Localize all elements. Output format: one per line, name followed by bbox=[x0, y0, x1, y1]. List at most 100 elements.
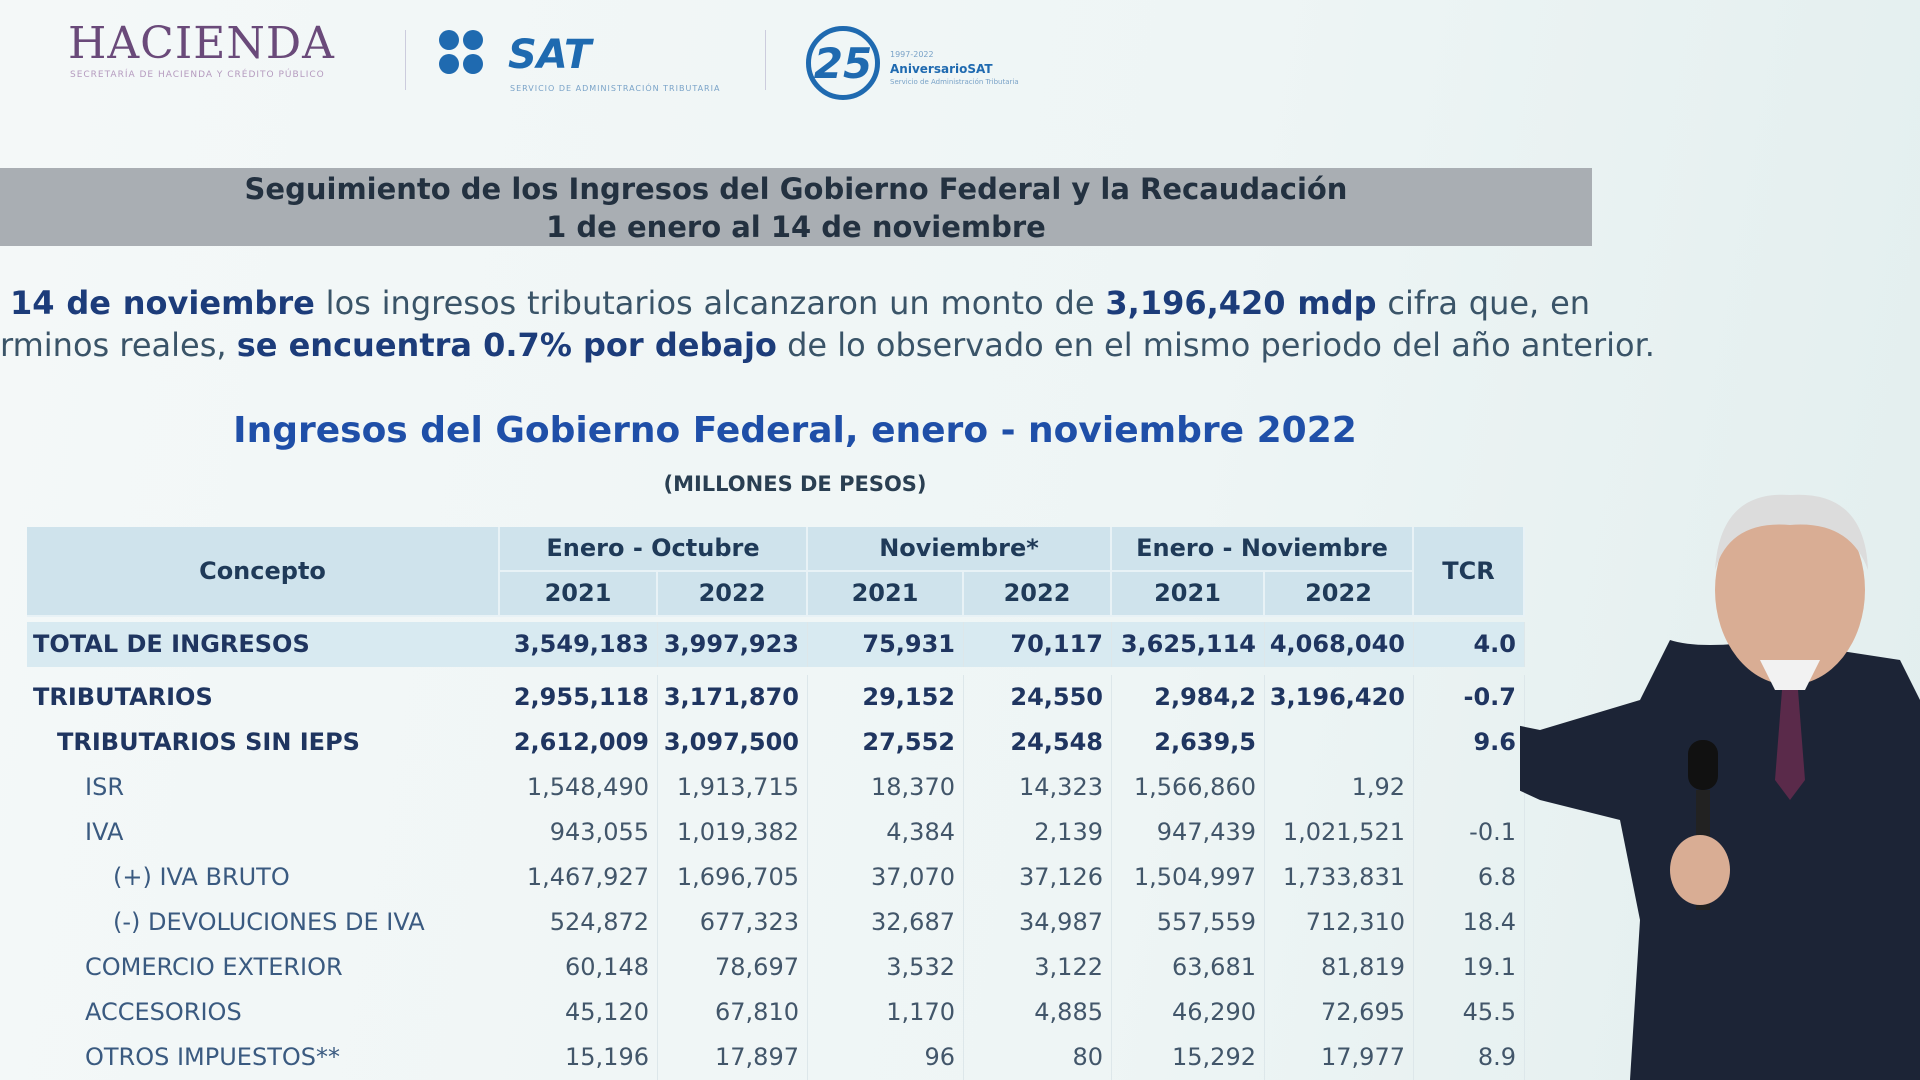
table-cell: 524,872 bbox=[500, 900, 658, 945]
table-cell: 3,122 bbox=[964, 945, 1112, 990]
anniversary-subtitle: Servicio de Administración Tributaria bbox=[890, 78, 1019, 86]
table-cell: 3,549,183 bbox=[500, 622, 658, 667]
table-cell: 3,171,870 bbox=[658, 675, 808, 720]
table-cell: 677,323 bbox=[658, 900, 808, 945]
row-label: TOTAL DE INGRESOS bbox=[27, 622, 500, 667]
table-cell: 19.1 bbox=[1414, 945, 1525, 990]
table-cell: 947,439 bbox=[1112, 810, 1265, 855]
table-cell: 1,92 bbox=[1265, 765, 1414, 810]
table-cell bbox=[1414, 765, 1525, 810]
paragraph-text: cifra que, en bbox=[1387, 284, 1591, 322]
table-cell: 2,639,5 bbox=[1112, 720, 1265, 765]
table-cell: 6.8 bbox=[1414, 855, 1525, 900]
table-cell: 2,612,009 bbox=[500, 720, 658, 765]
header-cell: 2021 bbox=[808, 572, 964, 617]
table-cell: 24,550 bbox=[964, 675, 1112, 720]
paragraph-text: de lo observado en el mismo periodo del … bbox=[787, 326, 1655, 364]
row-label: TRIBUTARIOS SIN IEPS bbox=[57, 728, 360, 756]
table-cell: 1,566,860 bbox=[1112, 765, 1265, 810]
table-cell: 45.5 bbox=[1414, 990, 1525, 1035]
table-cell: 8.9 bbox=[1414, 1035, 1525, 1080]
table-cell: 17,977 bbox=[1265, 1035, 1414, 1080]
table-cell: 14,323 bbox=[964, 765, 1112, 810]
header-cell: 2021 bbox=[500, 572, 658, 617]
row-label: OTROS IMPUESTOS** bbox=[85, 1043, 340, 1071]
table-cell: 60,148 bbox=[500, 945, 658, 990]
paragraph-line: rminos reales, se encuentra 0.7% por deb… bbox=[0, 324, 1655, 366]
table-cell: 3,532 bbox=[808, 945, 964, 990]
hacienda-logo: HACIENDA bbox=[68, 18, 335, 69]
table-cell: 45,120 bbox=[500, 990, 658, 1035]
table-cell: 1,548,490 bbox=[500, 765, 658, 810]
table-cell: 1,696,705 bbox=[658, 855, 808, 900]
table-cell: 27,552 bbox=[808, 720, 964, 765]
paragraph-text: rminos reales, bbox=[0, 326, 227, 364]
anniversary-years: 1997-2022 bbox=[890, 50, 934, 59]
paragraph-text: 3,196,420 mdp bbox=[1105, 284, 1377, 322]
row-label: (+) IVA BRUTO bbox=[113, 863, 290, 891]
table-cell: 15,196 bbox=[500, 1035, 658, 1080]
table-cell: 81,819 bbox=[1265, 945, 1414, 990]
sat-icon bbox=[439, 30, 483, 74]
table-cell: 37,070 bbox=[808, 855, 964, 900]
paragraph: 14 de noviembre los ingresos tributarios… bbox=[0, 282, 1655, 366]
table-cell: 1,733,831 bbox=[1265, 855, 1414, 900]
row-label: TRIBUTARIOS bbox=[33, 683, 213, 711]
table-cell: 3,196,420 bbox=[1265, 675, 1414, 720]
header-cell: 2021 bbox=[1112, 572, 1265, 617]
table-cell: 70,117 bbox=[964, 622, 1112, 667]
table-cell: 1,504,997 bbox=[1112, 855, 1265, 900]
table-cell: 46,290 bbox=[1112, 990, 1265, 1035]
table-subtitle: (MILLONES DE PESOS) bbox=[663, 472, 927, 496]
anniversary-name: AniversarioSAT bbox=[890, 62, 993, 76]
table-cell: 2,139 bbox=[964, 810, 1112, 855]
header-cell: Noviembre* bbox=[808, 527, 1112, 572]
header-cell: Enero - Octubre bbox=[500, 527, 808, 572]
banner: Seguimiento de los Ingresos del Gobierno… bbox=[0, 168, 1592, 246]
separator bbox=[405, 30, 406, 90]
table-cell: 4,068,040 bbox=[1265, 622, 1414, 667]
table-cell: 15,292 bbox=[1112, 1035, 1265, 1080]
table-cell bbox=[1265, 720, 1414, 765]
header-cell: 2022 bbox=[658, 572, 808, 617]
table-cell: 943,055 bbox=[500, 810, 658, 855]
table-cell: 75,931 bbox=[808, 622, 964, 667]
separator bbox=[765, 30, 766, 90]
table-cell: 4,885 bbox=[964, 990, 1112, 1035]
table-cell: 1,170 bbox=[808, 990, 964, 1035]
table-cell: 3,097,500 bbox=[658, 720, 808, 765]
header-cell: TCR bbox=[1414, 527, 1525, 617]
anniversary-badge: 25 bbox=[806, 26, 880, 100]
row-label: IVA bbox=[85, 818, 124, 846]
table-cell: 557,559 bbox=[1112, 900, 1265, 945]
banner-line: 1 de enero al 14 de noviembre bbox=[546, 210, 1046, 244]
table-cell: 80 bbox=[964, 1035, 1112, 1080]
table-cell: 34,987 bbox=[964, 900, 1112, 945]
paragraph-text: los ingresos tributarios alcanzaron un m… bbox=[325, 284, 1095, 322]
row-label: ISR bbox=[85, 773, 124, 801]
paragraph-text: 14 de noviembre bbox=[10, 284, 315, 322]
sat-logo: SAT bbox=[508, 32, 592, 78]
row-label: (-) DEVOLUCIONES DE IVA bbox=[113, 908, 425, 936]
table-cell: 2,984,2 bbox=[1112, 675, 1265, 720]
table-cell: 29,152 bbox=[808, 675, 964, 720]
table-cell: 63,681 bbox=[1112, 945, 1265, 990]
table-cell: 72,695 bbox=[1265, 990, 1414, 1035]
table-cell: 1,913,715 bbox=[658, 765, 808, 810]
paragraph-line: 14 de noviembre los ingresos tributarios… bbox=[0, 282, 1590, 324]
speaker-photo bbox=[1520, 494, 1920, 1080]
table-cell: 4,384 bbox=[808, 810, 964, 855]
table-cell: 9.6 bbox=[1414, 720, 1525, 765]
table-cell: 18,370 bbox=[808, 765, 964, 810]
header-cell: Enero - Noviembre bbox=[1112, 527, 1414, 572]
table-cell: 712,310 bbox=[1265, 900, 1414, 945]
sat-subtitle: SERVICIO DE ADMINISTRACIÓN TRIBUTARIA bbox=[510, 84, 721, 93]
table-cell: 1,467,927 bbox=[500, 855, 658, 900]
table-cell: 24,548 bbox=[964, 720, 1112, 765]
table-cell: -0.1 bbox=[1414, 810, 1525, 855]
table-cell: -0.7 bbox=[1414, 675, 1525, 720]
row-label: ACCESORIOS bbox=[85, 998, 242, 1026]
header-cell: 2022 bbox=[964, 572, 1112, 617]
table-cell: 78,697 bbox=[658, 945, 808, 990]
